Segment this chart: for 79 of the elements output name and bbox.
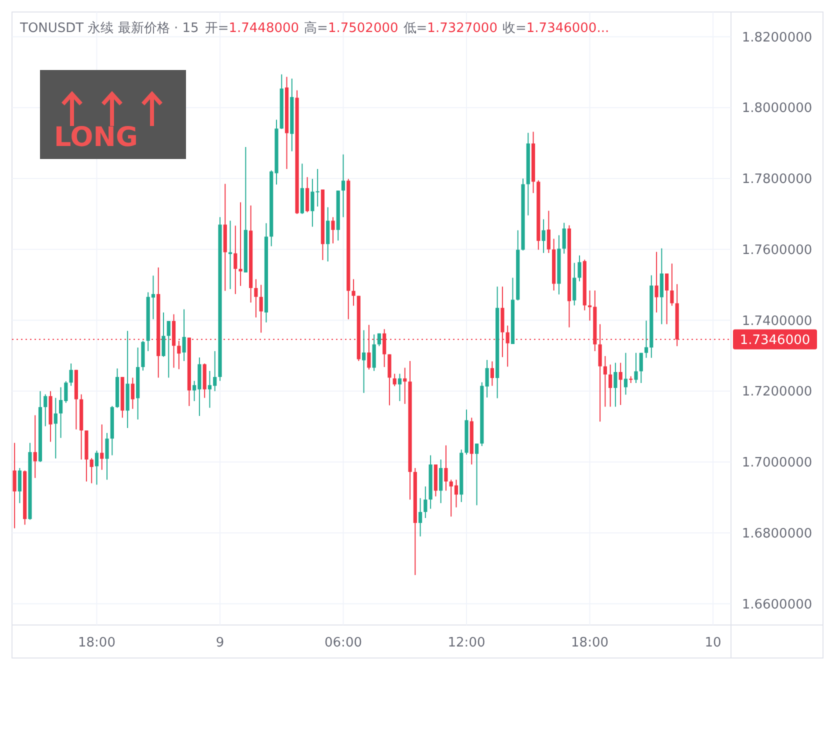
candlestick (439, 459, 443, 504)
annotation: 开=1.7448000 (204, 21, 300, 36)
x-tick-label: 12:00 (448, 636, 486, 651)
ref-line-label: 1.7346000 (740, 332, 810, 348)
candlestick (54, 397, 58, 459)
candlestick (572, 262, 576, 306)
candlestick (603, 356, 607, 408)
candlestick (639, 352, 643, 384)
candlestick (424, 486, 428, 518)
candlestick (33, 414, 37, 478)
candlestick (326, 206, 330, 262)
candlestick (546, 210, 550, 254)
annotation: 高=1.7502000 (304, 20, 398, 36)
x-tick-label: 06:00 (324, 636, 362, 651)
candlestick (474, 443, 479, 506)
candlestick (418, 498, 422, 537)
candlestick (105, 432, 109, 480)
candlestick (254, 278, 258, 318)
candlestick (670, 263, 674, 306)
candlestick (228, 220, 232, 290)
candlestick (372, 334, 376, 372)
y-tick-label: 1.8200000 (742, 30, 812, 46)
candlestick (624, 352, 628, 396)
candlestick (162, 312, 166, 358)
candlestick (94, 450, 99, 486)
annotation: LONG (54, 122, 138, 153)
candlestick (654, 251, 658, 313)
candlestick (352, 278, 356, 306)
candlestick (166, 320, 170, 378)
y-tick-label: 1.7400000 (742, 314, 812, 329)
candlestick (12, 442, 16, 529)
candlestick (485, 359, 489, 398)
candlestick (665, 273, 669, 325)
candlestick (403, 367, 407, 404)
x-tick-label: 18:00 (571, 636, 608, 651)
candlestick (341, 154, 346, 218)
candlestick (310, 178, 314, 228)
candlestick (362, 330, 366, 394)
y-tick-label: 1.7200000 (742, 384, 812, 400)
text: TONUSDT 永续 最新价格 · 15 (19, 20, 199, 36)
annotation: 低=1.7327000 (403, 21, 498, 36)
candlestick (490, 360, 494, 386)
x-tick-label: 10 (704, 636, 722, 651)
y-tick-label: 1.8000000 (742, 101, 812, 116)
x-tick-label: 9 (216, 636, 224, 651)
candlestick (90, 458, 94, 484)
candlestick (614, 362, 618, 408)
y-tick-label: 1.7600000 (742, 242, 812, 258)
candlestick (100, 424, 104, 470)
annotation: 收=1.7346000... (502, 21, 610, 36)
candlestick (234, 225, 238, 295)
candlestick (130, 377, 134, 410)
candlestick (18, 468, 22, 504)
candlestick (316, 168, 320, 208)
candlestick (331, 216, 335, 244)
candlestick (562, 222, 566, 254)
y-tick-label: 1.7800000 (742, 172, 812, 188)
candlestick (634, 352, 638, 384)
y-tick-label: 1.7000000 (742, 456, 812, 471)
candlestick (44, 394, 48, 427)
candlestick (182, 308, 186, 362)
candlestick (608, 364, 612, 408)
candlestick (578, 254, 582, 282)
y-tick-label: 1.6600000 (742, 597, 812, 612)
candlestick (618, 362, 622, 406)
candlestick (392, 373, 396, 387)
candlestick (259, 284, 263, 334)
candlestick (542, 218, 546, 254)
candlestick (306, 176, 310, 213)
candlestick (444, 444, 448, 492)
candlestick (398, 373, 402, 402)
y-tick-label: 1.6800000 (742, 526, 812, 542)
candlestick (377, 332, 382, 347)
candlestick (506, 325, 510, 368)
candlestick (238, 202, 242, 286)
candlestick (660, 248, 664, 325)
x-tick-label: 18:00 (78, 636, 116, 651)
candlestick (69, 363, 73, 386)
candlestick (388, 354, 392, 406)
